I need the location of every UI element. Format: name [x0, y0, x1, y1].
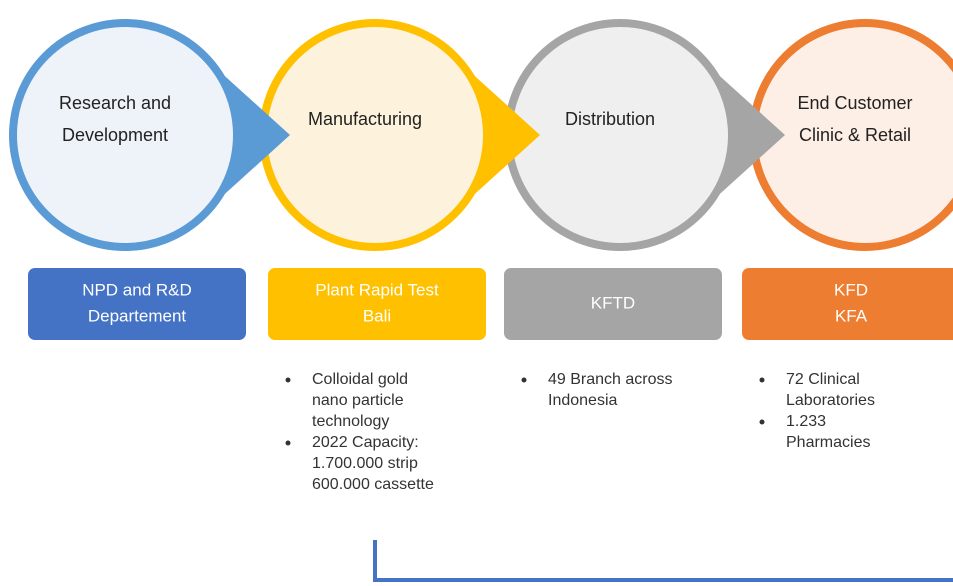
bullet-text: 1.700.000 strip [312, 455, 418, 472]
box-label: NPD and R&D [82, 280, 192, 299]
box-label: KFA [835, 306, 868, 325]
bullet-text: Colloidal gold [312, 371, 408, 388]
stage-box [268, 268, 486, 340]
box-label: Plant Rapid Test [315, 280, 439, 299]
bullet-text: Indonesia [548, 392, 617, 409]
bullet-text: Laboratories [786, 392, 875, 409]
bullet-dot [285, 377, 291, 383]
stage-box [742, 268, 953, 340]
connector-line [373, 540, 953, 582]
bullet-text: 72 Clinical [786, 371, 860, 388]
bullet-text: 1.233 [786, 413, 826, 430]
stage-circle [259, 19, 491, 251]
stage-label: Clinic & Retail [799, 125, 911, 145]
box-label: Departement [88, 306, 187, 325]
bullet-text: 600.000 cassette [312, 476, 434, 493]
stage-label: Manufacturing [308, 109, 422, 129]
stage-label: Research and [59, 93, 171, 113]
box-label: KFD [834, 280, 868, 299]
box-label: KFTD [591, 293, 635, 312]
stage-label: Development [62, 125, 168, 145]
stage-label: End Customer [797, 93, 912, 113]
bullet-text: technology [312, 413, 389, 430]
box-label: Bali [363, 306, 391, 325]
stage-box [28, 268, 246, 340]
bullet-dot [521, 377, 527, 383]
stage-circle [504, 19, 736, 251]
stage-label: Distribution [565, 109, 655, 129]
bullet-dot [759, 419, 765, 425]
bullet-dot [285, 440, 291, 446]
bullet-dot [759, 377, 765, 383]
bullet-text: nano particle [312, 392, 404, 409]
stage-box [504, 268, 722, 340]
stage-circle [9, 19, 241, 251]
bullet-text: 2022 Capacity: [312, 434, 419, 451]
bullet-text: Pharmacies [786, 434, 870, 451]
bullet-text: 49 Branch across [548, 371, 673, 388]
